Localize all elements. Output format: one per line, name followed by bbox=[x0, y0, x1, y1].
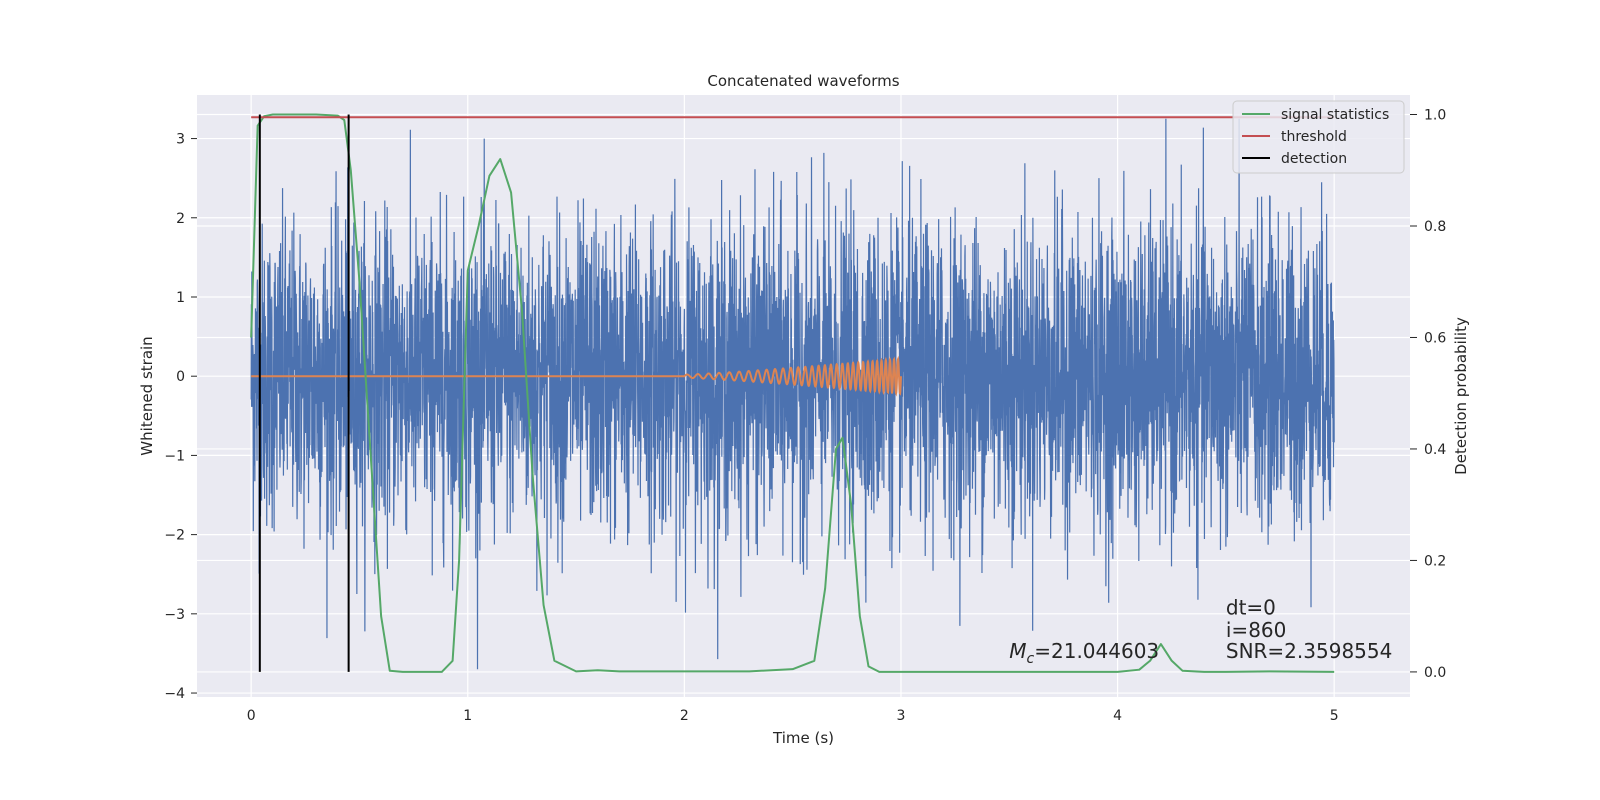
y2-tick-label: 0.8 bbox=[1424, 219, 1446, 235]
dt-annotation: dt=0 bbox=[1226, 596, 1276, 620]
y-tick-label: 3 bbox=[176, 132, 185, 148]
signal-statistics-series bbox=[250, 113, 1335, 673]
y-tick-label: −3 bbox=[164, 607, 185, 623]
chart-title: Concatenated waveforms bbox=[707, 72, 899, 90]
y-tick-label: 1 bbox=[176, 290, 185, 306]
x-tick-label: 3 bbox=[897, 708, 906, 724]
mc-value: =21.044603 bbox=[1034, 639, 1159, 663]
x-tick-label: 1 bbox=[463, 708, 472, 724]
i-annotation: i=860 bbox=[1226, 618, 1287, 642]
legend-entry: detection bbox=[1281, 151, 1347, 167]
y2-tick-label: 0.4 bbox=[1424, 442, 1446, 458]
y2-tick-label: 0.2 bbox=[1424, 553, 1446, 569]
x-tick-label: 0 bbox=[247, 708, 256, 724]
y2-axis-label: Detection probability bbox=[1452, 317, 1470, 475]
y2-tick-label: 0.6 bbox=[1424, 330, 1446, 346]
mc-subscript: c bbox=[1027, 651, 1035, 667]
y2-tick-label: 0.0 bbox=[1424, 665, 1446, 681]
x-tick-label: 5 bbox=[1330, 708, 1339, 724]
y2-tick-label: 1.0 bbox=[1424, 108, 1446, 124]
y-tick-label: 0 bbox=[176, 369, 185, 385]
annotations: Mc=21.044603 dt=0 i=860 SNR=2.3598554 bbox=[1009, 596, 1392, 667]
snr-annotation: SNR=2.3598554 bbox=[1226, 639, 1392, 663]
x-tick-label: 4 bbox=[1113, 708, 1122, 724]
legend-box bbox=[1232, 100, 1405, 174]
signal-statistics-line bbox=[250, 113, 1335, 673]
x-tick-label: 2 bbox=[680, 708, 689, 724]
mc-symbol: M bbox=[1009, 639, 1026, 663]
y-axis-ticks: −4 −3 −2 −1 0 1 2 3 bbox=[164, 132, 197, 702]
y-tick-label: −1 bbox=[164, 448, 185, 464]
y-tick-label: −2 bbox=[164, 528, 185, 544]
legend-entry: threshold bbox=[1281, 129, 1347, 145]
legend: signal statistics threshold detection bbox=[1232, 100, 1405, 174]
y2-axis-ticks: 0.0 0.2 0.4 0.6 0.8 1.0 bbox=[1410, 108, 1446, 681]
y-tick-label: −4 bbox=[164, 686, 185, 702]
y-axis-label: Whitened strain bbox=[138, 336, 156, 455]
detection-series bbox=[258, 114, 350, 672]
legend-entry: signal statistics bbox=[1281, 107, 1389, 123]
x-axis-ticks: 0 1 2 3 4 5 bbox=[247, 708, 1339, 724]
x-axis-label: Time (s) bbox=[772, 729, 834, 747]
y-tick-label: 2 bbox=[176, 211, 185, 227]
template-line bbox=[251, 355, 902, 397]
template-series bbox=[251, 355, 902, 397]
mc-annotation: Mc=21.044603 bbox=[1009, 639, 1159, 667]
